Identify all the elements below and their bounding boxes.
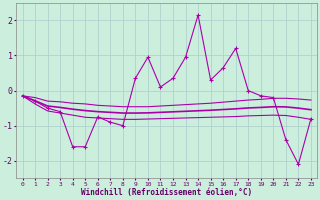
X-axis label: Windchill (Refroidissement éolien,°C): Windchill (Refroidissement éolien,°C)	[81, 188, 252, 197]
